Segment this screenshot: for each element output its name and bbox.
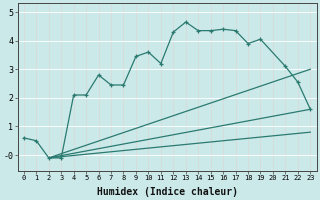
X-axis label: Humidex (Indice chaleur): Humidex (Indice chaleur) [97, 186, 237, 197]
